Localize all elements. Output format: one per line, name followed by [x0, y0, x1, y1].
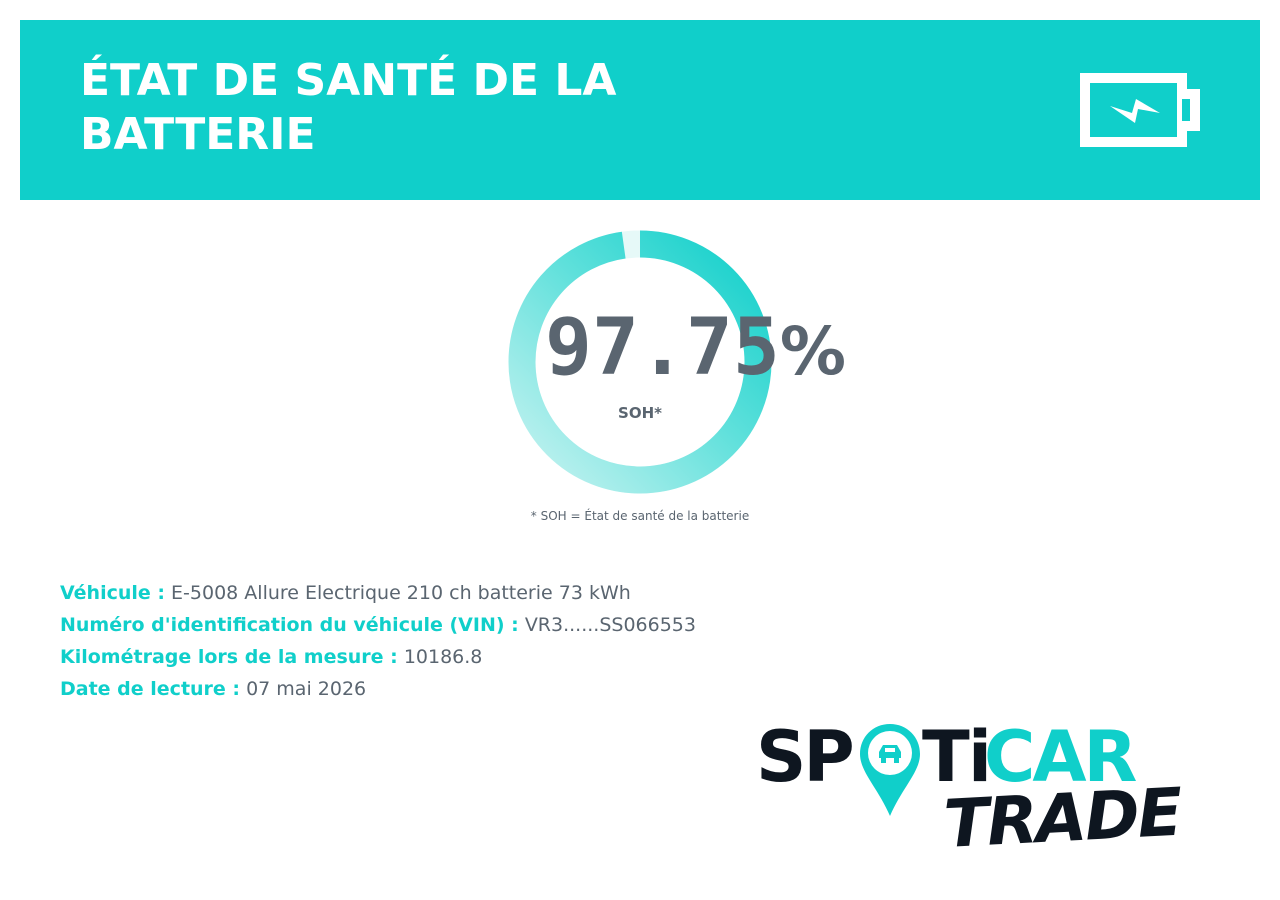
logo-text-i: i — [968, 716, 992, 798]
date-label: Date de lecture : — [60, 678, 241, 700]
soh-unit: % — [779, 313, 846, 390]
vehicle-details: Véhicule : E-5008 Allure Electrique 210 … — [60, 577, 820, 705]
date-value: 07 mai 2026 — [246, 678, 367, 700]
logo-text-t: T — [922, 716, 970, 798]
header-banner: ÉTAT DE SANTÉ DE LA BATTERIE — [20, 20, 1260, 200]
vin-row: Numéro d'identification du véhicule (VIN… — [60, 609, 820, 641]
spoticar-trade-logo: SP T i CAR TRADE — [756, 716, 1183, 865]
vin-label: Numéro d'identification du véhicule (VIN… — [60, 614, 519, 636]
soh-value: 97.75% — [545, 300, 846, 400]
gauge-arc — [508, 230, 772, 494]
logo-text-car: CAR — [984, 716, 1137, 798]
vehicle-value: E-5008 Allure Electrique 210 ch batterie… — [171, 582, 631, 604]
soh-gauge — [508, 230, 772, 494]
logo-text-sp: SP — [756, 716, 855, 798]
soh-label: SOH* — [618, 404, 662, 422]
date-row: Date de lecture : 07 mai 2026 — [60, 673, 820, 705]
vin-value: VR3......SS066553 — [524, 614, 696, 636]
soh-footnote: * SOH = État de santé de la batterie — [530, 509, 750, 523]
battery-charging-icon — [1080, 73, 1200, 147]
logo-text-trade: TRADE — [942, 773, 1183, 863]
mileage-value: 10186.8 — [403, 646, 483, 668]
mileage-label: Kilométrage lors de la mesure : — [60, 646, 398, 668]
soh-number: 97.75 — [545, 303, 780, 393]
mileage-row: Kilométrage lors de la mesure : 10186.8 — [60, 641, 820, 673]
location-pin-car-icon — [860, 724, 920, 816]
page-title: ÉTAT DE SANTÉ DE LA BATTERIE — [80, 55, 617, 160]
vehicle-label: Véhicule : — [60, 582, 165, 604]
vehicle-row: Véhicule : E-5008 Allure Electrique 210 … — [60, 577, 820, 609]
